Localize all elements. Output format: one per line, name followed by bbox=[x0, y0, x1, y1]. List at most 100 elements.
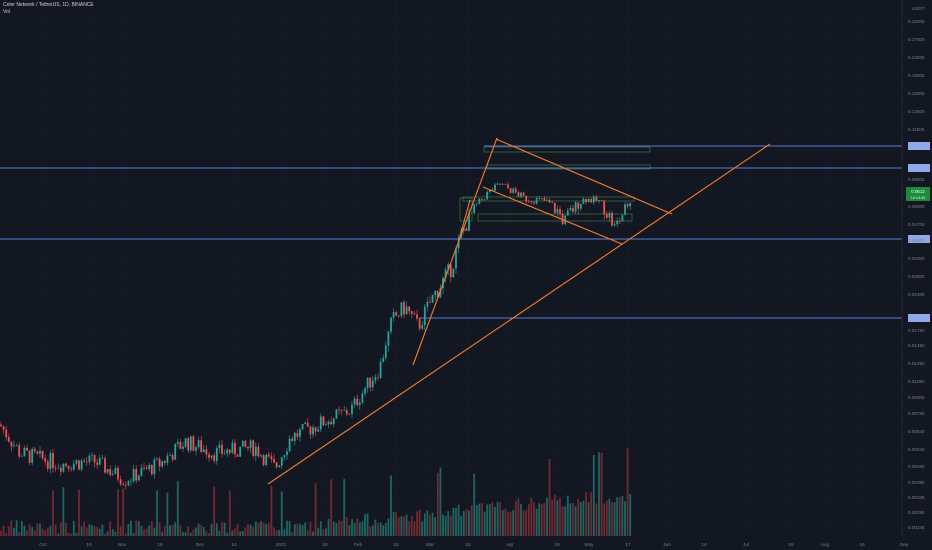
price-tick-label: 0.00760 bbox=[908, 411, 925, 416]
volume-bar bbox=[124, 533, 127, 536]
trendline[interactable] bbox=[267, 143, 771, 485]
volume-bar bbox=[481, 503, 483, 536]
last-price-badge bbox=[906, 187, 930, 201]
trendlines[interactable] bbox=[267, 137, 771, 485]
candle-body bbox=[392, 312, 395, 318]
candle-body bbox=[616, 221, 619, 225]
candle-body bbox=[624, 204, 626, 215]
candle-body bbox=[234, 442, 236, 455]
trendline[interactable] bbox=[412, 137, 498, 366]
trendline[interactable] bbox=[482, 186, 623, 245]
candle-body bbox=[538, 198, 541, 199]
candle-body bbox=[0, 424, 2, 427]
candle-body bbox=[119, 479, 122, 485]
level-price-tag bbox=[908, 235, 930, 243]
candle-body bbox=[98, 458, 101, 465]
volume-bar bbox=[629, 493, 632, 536]
price-tick-label: 0.11500 bbox=[908, 127, 925, 132]
volume-bar bbox=[488, 504, 491, 536]
candle-body bbox=[182, 446, 184, 449]
candle-body bbox=[208, 454, 210, 458]
price-tick-label: 0.01750 bbox=[908, 328, 925, 333]
candle-body bbox=[473, 204, 476, 214]
volume-bar bbox=[57, 533, 60, 536]
candle-body bbox=[465, 228, 468, 231]
symbol-title[interactable]: Celer Network / TetherUS, 1D, BINANCE bbox=[3, 2, 94, 8]
candle-body bbox=[418, 318, 421, 329]
candle-body bbox=[88, 455, 91, 463]
volume-bar bbox=[533, 502, 535, 536]
candle-body bbox=[299, 429, 301, 437]
price-tick-label: 0.01450 bbox=[908, 343, 925, 348]
candle-body bbox=[200, 440, 203, 452]
candle-body bbox=[452, 268, 455, 278]
support-zone[interactable] bbox=[462, 196, 635, 202]
volume-bar bbox=[59, 522, 62, 536]
time-tick-label: Jul bbox=[743, 542, 749, 548]
volume-bar bbox=[611, 501, 613, 536]
volume-bar bbox=[384, 522, 387, 536]
volume-bar bbox=[176, 481, 179, 536]
candle-body bbox=[361, 393, 364, 403]
volume-bar bbox=[296, 523, 299, 536]
candle-body bbox=[618, 221, 621, 222]
price-axis[interactable]: 0.32000 0.27000 0.23000 0.19000 0.16000 0.135… bbox=[908, 6, 925, 530]
volume-bar bbox=[288, 521, 291, 536]
volume-bar bbox=[507, 511, 509, 536]
volume-bar bbox=[39, 523, 41, 536]
price-tick-label: 0.05500 bbox=[908, 204, 925, 209]
candle-body bbox=[44, 458, 47, 462]
candle-body bbox=[332, 418, 335, 425]
candle-body bbox=[527, 201, 530, 202]
time-tick-label: 19 bbox=[554, 542, 560, 548]
candle-body bbox=[322, 416, 325, 426]
volume-bar bbox=[520, 504, 522, 536]
candle-body bbox=[293, 432, 296, 442]
price-tick-label: 0.00900 bbox=[908, 395, 925, 400]
volume-bar bbox=[36, 523, 39, 536]
support-zone[interactable] bbox=[483, 146, 651, 153]
time-axis[interactable]: Oct 19 Nov 16 Dec 14 2021 18 Feb 15 Mar 15 Apr 19 May 1… bbox=[39, 542, 908, 548]
volume-bar bbox=[618, 497, 621, 536]
candle-body bbox=[75, 460, 78, 464]
candle-body bbox=[280, 457, 283, 466]
volume-bar bbox=[572, 502, 574, 536]
candle-body bbox=[80, 460, 83, 470]
price-tick-label: 0.02400 bbox=[908, 292, 925, 297]
volume-bar bbox=[5, 532, 8, 536]
support-zone[interactable] bbox=[486, 164, 651, 170]
horizontal-levels[interactable] bbox=[0, 142, 930, 322]
volume-bar bbox=[65, 522, 67, 536]
volume-bar bbox=[392, 511, 395, 536]
candle-body bbox=[491, 189, 494, 191]
price-tick-label: 0.19000 bbox=[908, 73, 925, 78]
candle-body bbox=[439, 288, 442, 298]
candle-body bbox=[163, 461, 166, 463]
candle-body bbox=[57, 467, 60, 469]
trendline[interactable] bbox=[458, 199, 471, 241]
last-price-value: 0.0612 bbox=[911, 189, 925, 194]
volume-indicator-label[interactable]: Vol bbox=[3, 9, 10, 15]
price-tick-label: 0.00390 bbox=[908, 480, 925, 485]
candle-body bbox=[130, 481, 132, 482]
candle-body bbox=[26, 447, 28, 451]
candle-body bbox=[408, 306, 411, 312]
volume-bar bbox=[436, 473, 439, 536]
volume-bar bbox=[306, 530, 309, 536]
candle-body bbox=[161, 461, 164, 467]
volume-bar bbox=[291, 532, 294, 536]
candle-body bbox=[241, 440, 244, 447]
volume-bar bbox=[119, 526, 122, 536]
candle-body bbox=[572, 207, 574, 212]
volume-bar bbox=[343, 479, 346, 536]
candle-body bbox=[62, 463, 65, 472]
candle-body bbox=[265, 454, 268, 466]
volume-bar bbox=[309, 521, 312, 536]
trendline[interactable] bbox=[495, 138, 673, 215]
level-price-tag bbox=[908, 164, 930, 172]
candle-body bbox=[400, 302, 403, 317]
candle-body bbox=[15, 445, 18, 446]
candle-body bbox=[273, 458, 275, 463]
candle-body bbox=[140, 467, 143, 476]
